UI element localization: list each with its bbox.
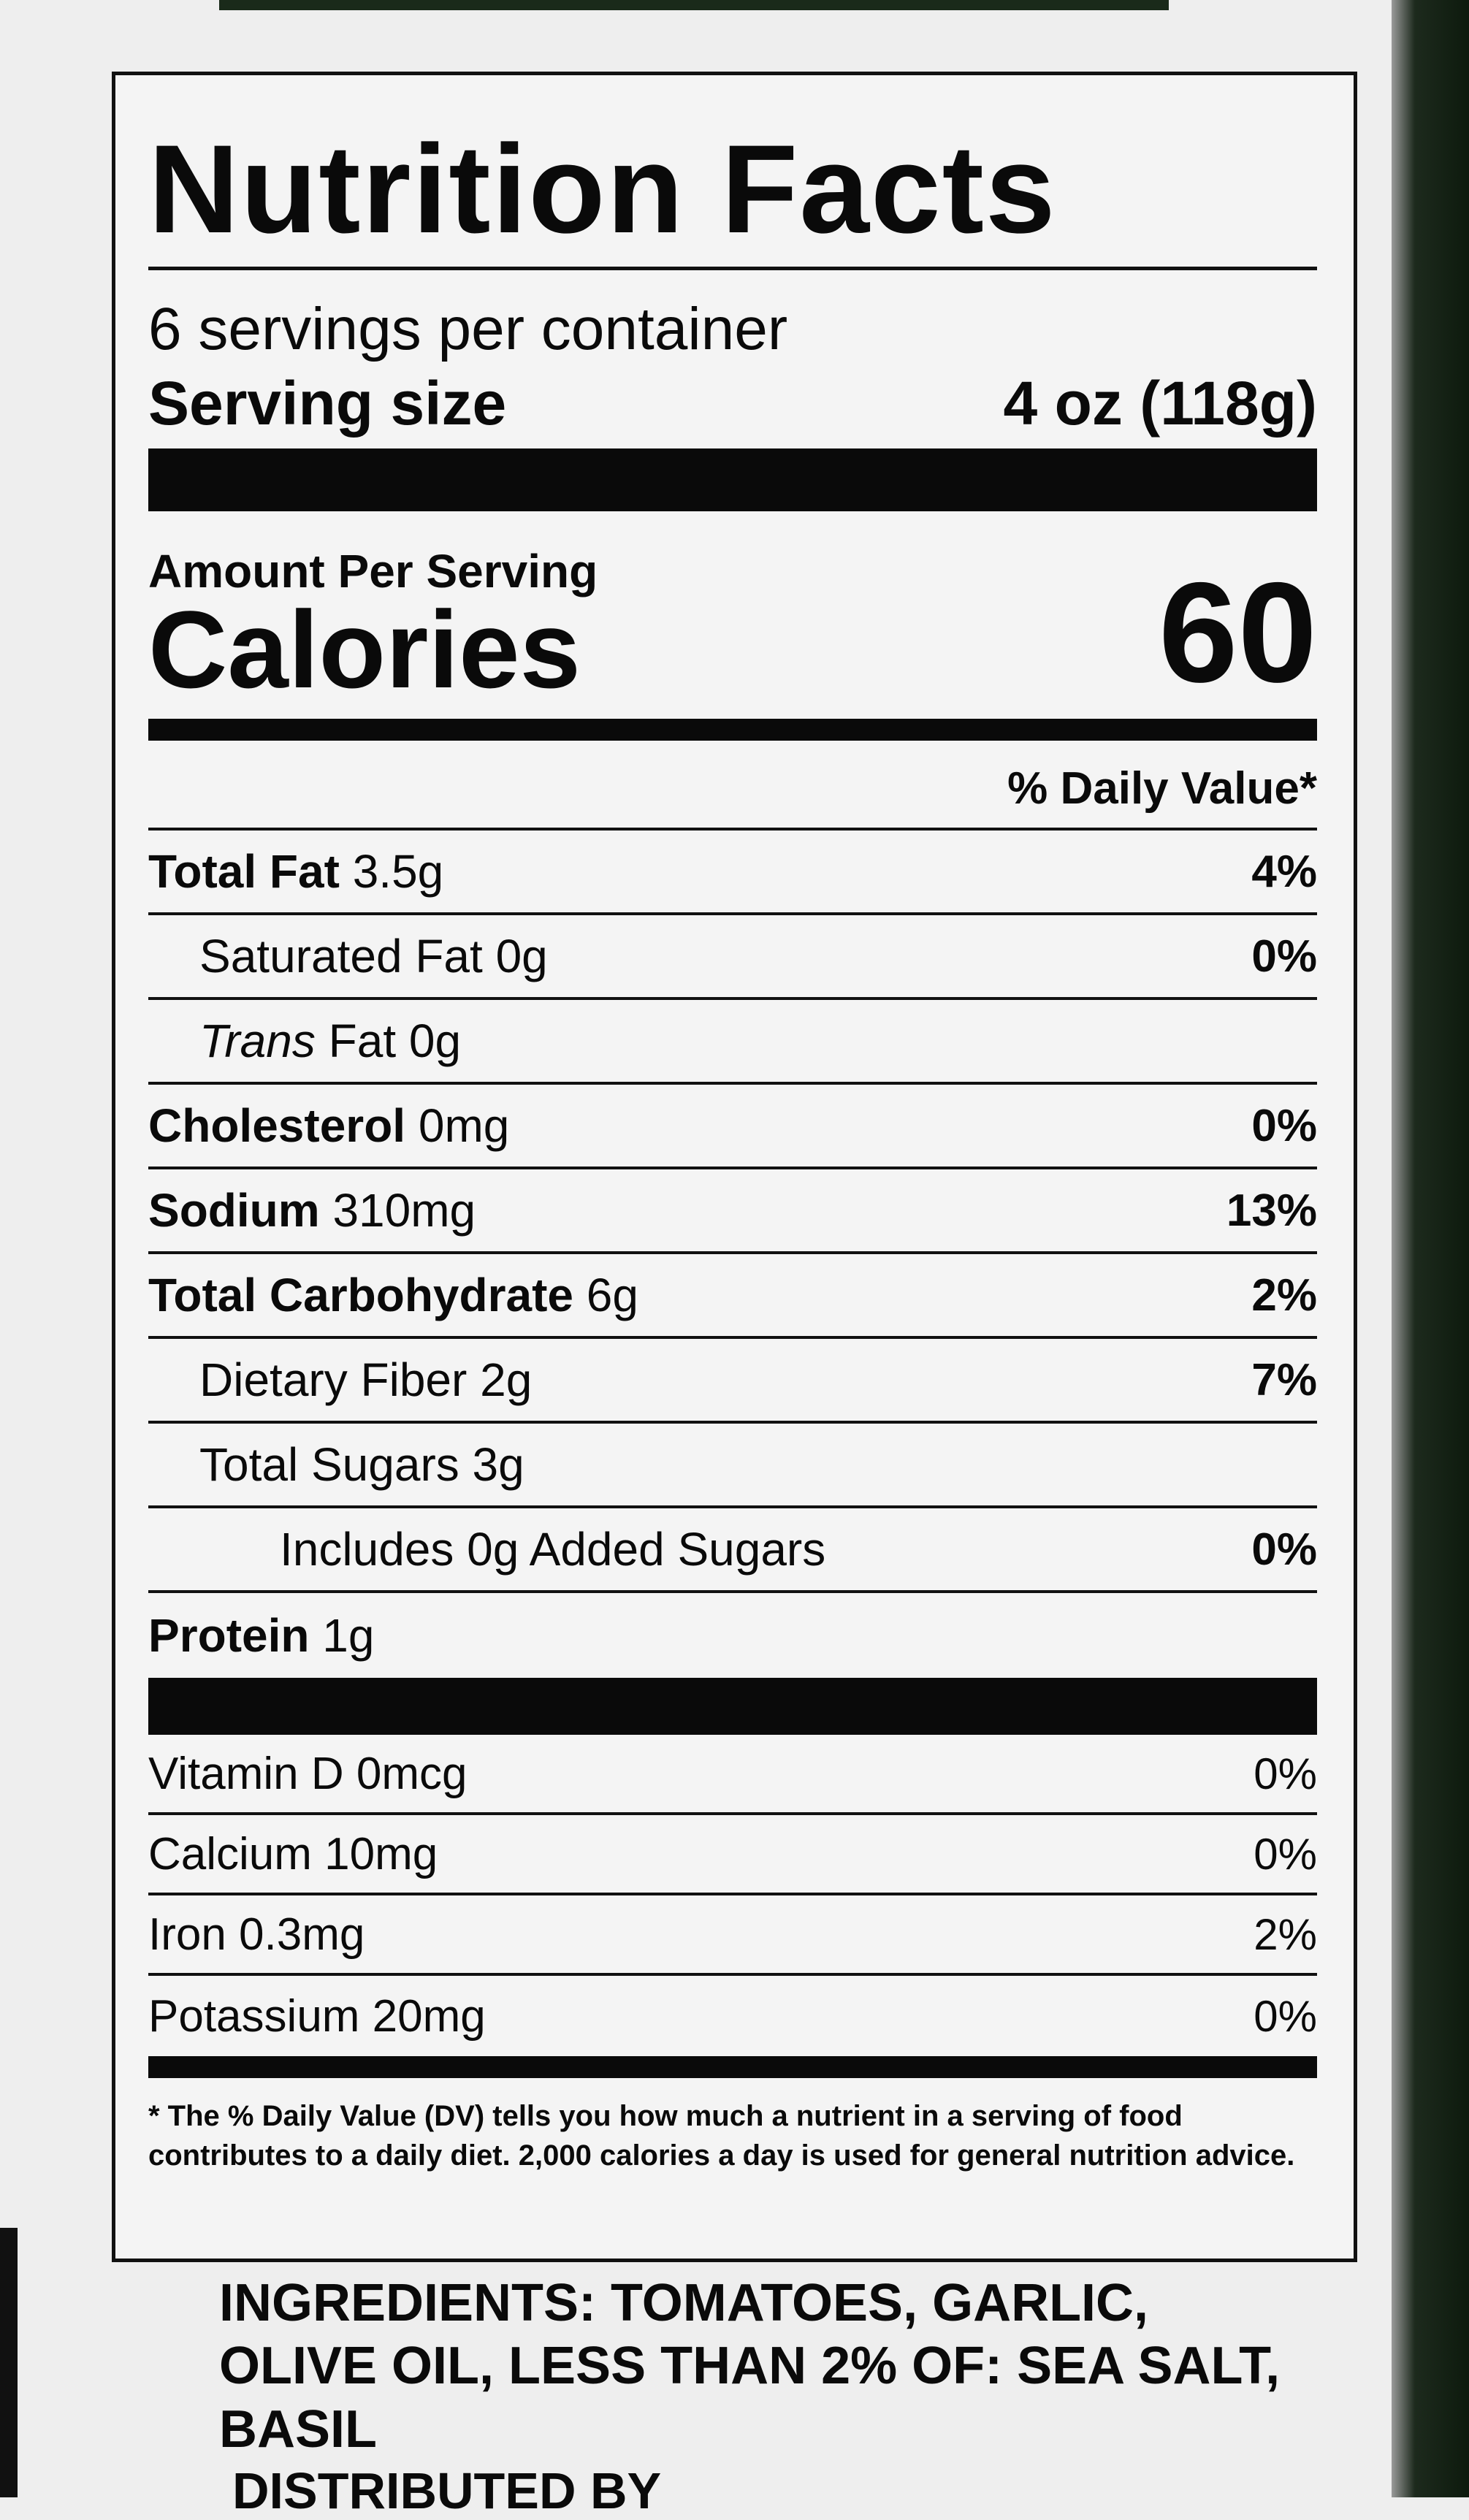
daily-value-footnote: * The % Daily Value (DV) tells you how m…	[148, 2100, 1295, 2172]
distributed-by-text: DISTRIBUTED BY	[232, 2462, 662, 2519]
divider	[148, 267, 1317, 270]
nutrient-dv: 0%	[1251, 1524, 1317, 1575]
nutrient-name: Fat	[315, 1015, 397, 1067]
nutrient-row-total-sugars: Total Sugars 3g	[148, 1424, 1317, 1508]
vitamin-dv: 0%	[1254, 1829, 1317, 1879]
ingredients-text: INGREDIENTS: TOMATOES, GARLIC, OLIVE OIL…	[219, 2274, 1281, 2459]
nutrient-dv: 13%	[1226, 1185, 1317, 1236]
divider-thick	[148, 1678, 1317, 1735]
divider-thick	[148, 448, 1317, 511]
nutrient-row-protein: Protein 1g	[148, 1593, 1317, 1678]
vitamin-name: Calcium 10mg	[148, 1828, 438, 1879]
divider-medium	[148, 2056, 1317, 2078]
nutrient-name: Total Fat	[148, 845, 340, 898]
vitamin-row: Vitamin D 0mcg 0%	[148, 1735, 1317, 1815]
nutrient-dv: 0%	[1251, 931, 1317, 982]
serving-size-value: 4 oz (118g)	[1003, 369, 1317, 438]
nutrient-name: Saturated Fat	[199, 930, 483, 982]
package-edge-left	[0, 2228, 18, 2497]
package-edge-top	[219, 0, 1169, 10]
label-title: Nutrition Facts	[148, 119, 1057, 259]
nutrient-row-saturated-fat: Saturated Fat 0g 0%	[148, 915, 1317, 1000]
vitamin-name: Iron 0.3mg	[148, 1909, 365, 1960]
vitamin-row: Potassium 20mg 0%	[148, 1976, 1317, 2056]
calories-label: Calories	[148, 588, 581, 711]
vitamin-dv: 0%	[1254, 1749, 1317, 1798]
nutrient-dv: 0%	[1251, 1100, 1317, 1151]
nutrient-name-italic: Trans	[199, 1015, 316, 1067]
nutrient-row-trans-fat: Trans Fat 0g	[148, 1000, 1317, 1085]
nutrient-amount: 0mg	[418, 1099, 510, 1152]
nutrient-row-dietary-fiber: Dietary Fiber 2g 7%	[148, 1339, 1317, 1424]
nutrition-facts-label: Nutrition Facts 6 servings per container…	[112, 72, 1357, 2262]
daily-value-header: % Daily Value*	[148, 741, 1317, 831]
nutrient-name: Includes 0g Added Sugars	[280, 1523, 826, 1576]
nutrient-name: Sodium	[148, 1184, 320, 1237]
nutrient-amount: 1g	[322, 1609, 375, 1662]
servings-per-container: 6 servings per container	[148, 296, 788, 362]
calories-value: 60	[1159, 553, 1317, 712]
vitamin-dv: 2%	[1254, 1909, 1317, 1959]
nutrient-name: Protein	[148, 1609, 310, 1662]
nutrient-dv: 4%	[1251, 846, 1317, 897]
nutrient-row-total-carbohydrate: Total Carbohydrate 6g 2%	[148, 1254, 1317, 1339]
nutrient-name: Total Sugars	[199, 1438, 459, 1491]
nutrient-row-added-sugars: Includes 0g Added Sugars 0%	[148, 1508, 1317, 1593]
nutrient-amount: 3.5g	[352, 845, 444, 898]
vitamin-name: Vitamin D 0mcg	[148, 1748, 468, 1799]
nutrient-amount: 0g	[408, 1015, 462, 1067]
nutrient-name: Total Carbohydrate	[148, 1269, 573, 1321]
nutrient-name: Dietary Fiber	[199, 1353, 468, 1406]
nutrient-name: Cholesterol	[148, 1099, 406, 1152]
serving-size-label: Serving size	[148, 369, 507, 438]
nutrient-amount: 3g	[472, 1438, 524, 1491]
nutrient-amount: 310mg	[332, 1184, 476, 1237]
nutrient-amount: 0g	[495, 930, 548, 982]
calories-row: Calories 60	[148, 562, 1317, 711]
vitamin-dv: 0%	[1254, 1991, 1317, 2041]
vitamin-name: Potassium 20mg	[148, 1990, 486, 2042]
nutrient-row-total-fat: Total Fat 3.5g 4%	[148, 831, 1317, 915]
vitamin-row: Iron 0.3mg 2%	[148, 1895, 1317, 1976]
nutrient-amount: 6g	[586, 1269, 638, 1321]
nutrient-amount: 2g	[480, 1353, 533, 1406]
nutrient-row-sodium: Sodium 310mg 13%	[148, 1169, 1317, 1254]
divider-medium	[148, 719, 1317, 741]
nutrient-dv: 2%	[1251, 1269, 1317, 1321]
nutrient-row-cholesterol: Cholesterol 0mg 0%	[148, 1085, 1317, 1169]
vitamin-row: Calcium 10mg 0%	[148, 1815, 1317, 1895]
serving-size: Serving size 4 oz (118g)	[148, 373, 1317, 434]
amount-per-serving: Amount Per Serving	[148, 545, 598, 597]
package-edge-right	[1392, 0, 1469, 2497]
nutrient-dv: 7%	[1251, 1354, 1317, 1405]
